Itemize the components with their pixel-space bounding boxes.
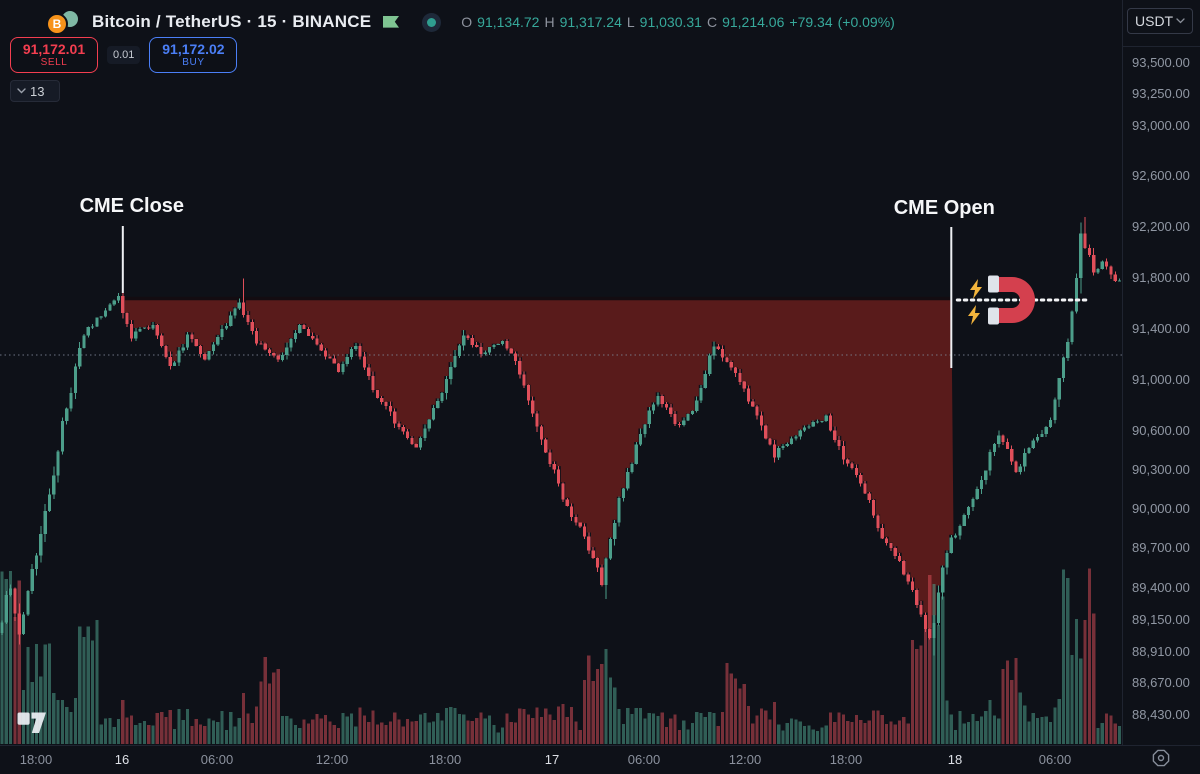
candles-layer [0,217,1122,656]
price-axis-label: 88,910.00 [1132,643,1190,659]
chart-pane[interactable] [0,0,1122,745]
price-axis-label: 91,800.00 [1132,269,1190,285]
sell-price: 91,172.01 [22,40,86,57]
price-axis-label: 91,000.00 [1132,371,1190,387]
flag-icon[interactable] [383,16,400,28]
low-label: L [626,14,635,30]
chevron-down-icon [17,88,26,94]
time-axis-label: 18:00 [428,752,462,767]
time-axis-label: 18:00 [829,752,863,767]
change-percent: (+0.09%) [837,14,895,30]
open-value: 91,134.72 [477,14,540,30]
countdown-dropdown-button[interactable]: 13 [10,80,60,102]
tradingview-logo[interactable] [17,712,47,739]
price-axis-label: 90,600.00 [1132,423,1190,439]
price-axis-label: 93,250.00 [1132,86,1190,102]
time-axis-label: 18:00 [19,752,53,767]
chevron-down-icon [1176,18,1185,24]
sell-label: SELL [40,57,68,69]
buy-button[interactable]: 91,172.02 BUY [149,37,238,73]
spread-value: 0.01 [107,46,141,64]
magnet-icon [968,275,1035,325]
bitcoin-coin-icon: B [46,13,68,35]
price-axis-label: 88,670.00 [1132,675,1190,691]
time-axis-day-label: 18 [947,752,963,767]
axis-horizontal-separator [0,745,1200,746]
price-axis-label: 93,000.00 [1132,117,1190,133]
market-status-icon[interactable] [422,12,442,32]
time-axis-label: 12:00 [315,752,349,767]
cme-open-annotation: CME Open [893,197,995,219]
axis-vertical-separator [1122,0,1123,745]
price-axis-label: 93,500.00 [1132,54,1190,70]
time-axis-label: 06:00 [200,752,234,767]
candlestick-chart[interactable] [0,0,1122,745]
price-axis-label: 89,150.00 [1132,612,1190,628]
time-axis-day-label: 16 [114,752,130,767]
time-axis-day-label: 17 [544,752,560,767]
price-axis-label: 91,400.00 [1132,320,1190,336]
axis-settings-gear-icon[interactable] [1150,747,1172,769]
cme-close-annotation: CME Close [79,195,185,217]
currency-box-separator [1123,46,1200,47]
currency-dropdown[interactable]: USDT [1127,8,1193,34]
symbol-header: B Bitcoin / TetherUS · 15 · BINANCE O 91… [44,8,895,36]
change-value: +79.34 [789,14,833,30]
ohlc-readout: O 91,134.72 H 91,317.24 L 91,030.31 C 91… [461,14,895,30]
symbol-title[interactable]: Bitcoin / TetherUS · 15 · BINANCE [92,12,372,31]
time-axis-label: 06:00 [1038,752,1072,767]
countdown-value: 13 [30,83,45,99]
sell-button[interactable]: 91,172.01 SELL [10,37,98,73]
price-axis-label: 89,400.00 [1132,579,1190,595]
price-axis-label: 90,300.00 [1132,462,1190,478]
high-value: 91,317.24 [559,14,622,30]
order-panel: 91,172.01 SELL 0.01 91,172.02 BUY [10,37,238,73]
buy-price: 91,172.02 [162,40,225,57]
volume-layer [0,568,1122,744]
pair-logo: B [44,8,82,36]
high-label: H [544,14,555,30]
low-value: 91,030.31 [639,14,702,30]
time-axis[interactable]: 18:00 16 06:00 12:00 18:00 17 06:00 12:00 18:00 1… [0,746,1122,773]
price-axis-label: 90,000.00 [1132,501,1190,517]
close-value: 91,214.06 [722,14,785,30]
price-axis-label: 88,430.00 [1132,707,1190,723]
open-label: O [461,14,473,30]
buy-label: BUY [182,57,205,69]
cme-gap-region [120,296,954,629]
price-axis-label: 92,600.00 [1132,167,1190,183]
time-axis-label: 06:00 [627,752,661,767]
close-label: C [706,14,718,30]
time-axis-label: 12:00 [728,752,762,767]
price-axis-label: 92,200.00 [1132,218,1190,234]
currency-label: USDT [1135,13,1174,29]
price-axis-label: 89,700.00 [1132,540,1190,556]
price-axis[interactable]: USDT 93,500.00 93,250.00 93,000.00 92,600.0… [1123,0,1200,745]
